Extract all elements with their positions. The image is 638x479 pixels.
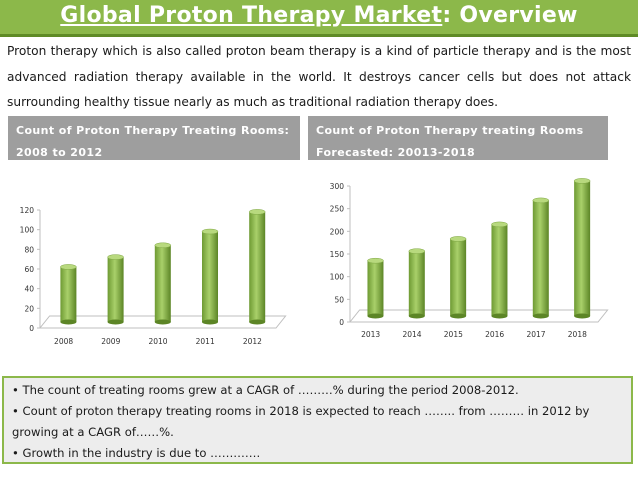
c2-bar-top bbox=[532, 197, 550, 204]
page-title-suffix: : Overview bbox=[442, 3, 578, 28]
c1-bar-body bbox=[107, 257, 124, 322]
c1-bar-base bbox=[154, 319, 171, 325]
c2-bar-body bbox=[367, 260, 384, 316]
c2-axes bbox=[348, 186, 609, 323]
c2-bar-body bbox=[491, 224, 508, 316]
chart-2008-2012: 0 20 40 60 80 100 120 2008 2009 2010 2011 2012 bbox=[4, 180, 304, 360]
c1-bar-base bbox=[60, 319, 77, 325]
title-banner: Global Proton Therapy Market: Overview bbox=[0, 0, 638, 37]
right-chart-label: Count of Proton Therapy treating Rooms F… bbox=[308, 116, 608, 160]
chart-2013-2018-svg: 0 50 100 150 200 250 300 2013 2014 2015 2016 2017 20… bbox=[330, 178, 609, 339]
intro-paragraph: Proton therapy which is also called prot… bbox=[7, 44, 631, 109]
c1-y-tick-label: 100 bbox=[20, 226, 35, 235]
c2-x-tick-label: 2017 bbox=[526, 330, 545, 339]
c2-y-tick-label: 150 bbox=[330, 250, 344, 259]
c2-x-tick-label: 2013 bbox=[361, 330, 380, 339]
c1-bar-base bbox=[202, 319, 218, 325]
c2-bar-base bbox=[491, 313, 508, 319]
c1-bar-top bbox=[60, 264, 77, 270]
c1-x-tick-label: 2011 bbox=[196, 337, 215, 346]
c2-bar-body bbox=[450, 238, 467, 316]
c1-bar-top bbox=[107, 254, 124, 260]
c1-x-tick-label: 2012 bbox=[243, 337, 262, 346]
c1-bar-2010 bbox=[154, 242, 172, 325]
c2-floor bbox=[348, 309, 609, 323]
c1-x-tick-label: 2010 bbox=[148, 337, 167, 346]
summary-box: • The count of treating rooms grew at a … bbox=[2, 376, 633, 464]
c2-bar-top bbox=[367, 257, 384, 264]
c2-bar-top bbox=[449, 236, 467, 242]
c1-y-tick-label: 60 bbox=[24, 265, 34, 274]
c2-bar-2018 bbox=[573, 178, 591, 319]
c2-x-tick-label: 2016 bbox=[485, 330, 504, 339]
c2-bar-body bbox=[532, 200, 549, 316]
c1-bar-2009 bbox=[107, 254, 124, 325]
c2-bar-base bbox=[408, 313, 425, 319]
c1-bar-base bbox=[249, 319, 266, 325]
c1-bar-top bbox=[201, 228, 219, 235]
page-title: Global Proton Therapy Market: Overview bbox=[0, 3, 638, 28]
c2-bar-top bbox=[408, 248, 426, 254]
c2-y-tick-label: 0 bbox=[339, 318, 344, 327]
c2-y-tick-label: 250 bbox=[330, 205, 344, 214]
c2-y-tick-label: 100 bbox=[330, 273, 344, 282]
c2-bar-top bbox=[573, 178, 591, 184]
c1-bar-body bbox=[249, 211, 266, 322]
c2-x-tick-label: 2014 bbox=[402, 330, 421, 339]
c2-y-tick-label: 300 bbox=[330, 182, 344, 191]
chart-2013-2018: 0 50 100 150 200 250 300 2013 2014 2015 2016 2017 20… bbox=[330, 178, 620, 348]
c2-x-tick-label: 2015 bbox=[444, 330, 463, 339]
c1-bar-body bbox=[154, 245, 171, 322]
c2-bar-body bbox=[574, 180, 591, 316]
c2-bar-base bbox=[450, 313, 467, 319]
c2-x-tick-label: 2018 bbox=[568, 330, 587, 339]
summary-bullet-3: • Growth in the industry is due to …………. bbox=[12, 446, 261, 460]
c2-bar-top bbox=[491, 221, 508, 228]
c1-bar-top bbox=[154, 242, 172, 249]
c2-bar-2014 bbox=[408, 248, 426, 319]
left-chart-label: Count of Proton Therapy Treating Rooms: … bbox=[8, 116, 300, 160]
c1-bar-2008 bbox=[60, 264, 77, 325]
c2-bar-2015 bbox=[449, 236, 467, 319]
c1-x-tick-label: 2009 bbox=[101, 337, 120, 346]
c1-bar-2012 bbox=[248, 209, 266, 325]
c2-bar-base bbox=[532, 313, 549, 319]
c2-y-tick-label: 200 bbox=[330, 227, 344, 236]
page-title-main: Global Proton Therapy Market bbox=[60, 3, 443, 28]
c1-x-tick-label: 2008 bbox=[54, 337, 73, 346]
c1-bar-body bbox=[60, 266, 77, 322]
c1-bar-top bbox=[248, 209, 266, 215]
c2-bar-2017 bbox=[532, 197, 550, 319]
c2-bar-base bbox=[367, 313, 384, 319]
c1-y-tick-label: 20 bbox=[24, 304, 34, 313]
c2-bar-2016 bbox=[491, 221, 508, 319]
c1-y-tick-label: 40 bbox=[24, 285, 34, 294]
c1-bar-body bbox=[202, 231, 218, 322]
c1-floor bbox=[38, 315, 287, 329]
summary-bullet-2: • Count of proton therapy treating rooms… bbox=[12, 404, 590, 439]
c1-bar-2011 bbox=[201, 228, 219, 325]
c1-y-tick-label: 0 bbox=[29, 324, 34, 333]
c2-bar-body bbox=[408, 251, 425, 316]
c1-bar-base bbox=[107, 319, 124, 325]
c2-bar-base bbox=[574, 313, 591, 319]
c1-y-tick-label: 80 bbox=[24, 245, 34, 254]
chart-2008-2012-svg: 0 20 40 60 80 100 120 2008 2009 2010 2011 2012 bbox=[20, 206, 287, 346]
summary-bullet-1: • The count of treating rooms grew at a … bbox=[12, 383, 519, 397]
c1-y-tick-label: 120 bbox=[20, 206, 35, 215]
c2-y-tick-label: 50 bbox=[334, 295, 344, 304]
c2-bar-2013 bbox=[367, 257, 384, 319]
